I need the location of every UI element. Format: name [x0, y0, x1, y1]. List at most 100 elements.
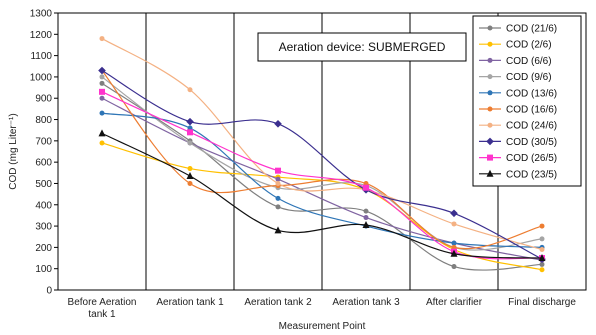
y-tick-label: 400 [35, 200, 52, 211]
data-point [539, 223, 545, 229]
y-tick-label: 1200 [30, 30, 53, 41]
data-point [275, 167, 281, 174]
series-line [101, 82, 543, 271]
legend-label: COD (21/6) [506, 24, 557, 35]
x-tick-label: Aeration tank 1 [156, 297, 224, 308]
series [99, 36, 545, 253]
data-point [539, 236, 545, 242]
series-line [101, 132, 543, 259]
data-point [487, 25, 493, 31]
data-point [487, 90, 493, 96]
x-tick-label: Final discharge [508, 297, 576, 308]
y-tick-label: 900 [35, 94, 52, 105]
data-point [451, 240, 457, 246]
series [98, 129, 546, 262]
data-point [487, 154, 493, 161]
data-point [186, 172, 194, 180]
data-point [450, 209, 458, 218]
data-point [486, 169, 494, 177]
data-point [363, 208, 369, 214]
data-point [538, 254, 546, 262]
y-tick-label: 100 [35, 264, 52, 275]
data-point [486, 137, 494, 146]
data-point [275, 180, 281, 186]
data-point [274, 120, 282, 128]
legend-label: COD (16/6) [506, 105, 557, 116]
y-tick-label: 1300 [30, 9, 53, 20]
y-tick-label: 1100 [30, 51, 52, 62]
x-axis-title: Measurement Point [279, 321, 366, 332]
series-line [101, 91, 543, 260]
annotation-text: Aeration device: SUBMERGED [279, 40, 446, 54]
series-line [101, 38, 543, 251]
legend-entry: COD (9/6) [479, 72, 552, 83]
data-point [187, 140, 193, 146]
data-point [487, 122, 493, 128]
data-point [99, 36, 105, 42]
legend-entry: COD (6/6) [479, 56, 552, 67]
data-point [186, 117, 194, 126]
legend-entry: COD (24/6) [479, 121, 557, 132]
data-point [98, 129, 106, 137]
data-point [451, 221, 457, 227]
y-tick-label: 600 [35, 158, 52, 169]
data-point [487, 106, 493, 112]
data-point [99, 110, 105, 116]
data-point [98, 66, 106, 75]
data-point [487, 57, 493, 63]
legend-label: COD (9/6) [506, 72, 552, 83]
legend-label: COD (23/5) [506, 169, 557, 180]
legend-label: COD (24/6) [506, 121, 557, 132]
series [99, 68, 545, 250]
legend-entry: COD (21/6) [479, 24, 557, 35]
legend-entry: COD (2/6) [479, 40, 552, 51]
data-point [363, 184, 369, 191]
y-axis-ticks: 0 100 200 300 400 500 600 700 800 900 1000 1100 1200… [30, 9, 58, 297]
data-point [450, 249, 458, 257]
data-point [187, 125, 193, 131]
data-point [451, 244, 457, 250]
y-tick-label: 1000 [30, 72, 53, 83]
series-layer [98, 36, 546, 273]
y-axis-title: COD (mg Liter⁻¹) [8, 113, 19, 189]
data-point [363, 180, 369, 186]
data-point [487, 41, 493, 47]
y-tick-label: 300 [35, 222, 52, 233]
legend-label: COD (30/5) [506, 137, 557, 148]
data-point [363, 215, 369, 221]
legend-label: COD (26/5) [506, 153, 557, 164]
data-point [99, 80, 105, 86]
annotation-box: Aeration device: SUBMERGED [257, 32, 467, 62]
series-line [101, 70, 543, 260]
data-point [99, 140, 105, 146]
legend-entry: COD (30/5) [479, 137, 557, 148]
y-tick-label: 800 [35, 115, 52, 126]
data-point [362, 221, 370, 229]
data-point [187, 166, 193, 172]
data-point [487, 74, 493, 80]
data-point [539, 261, 545, 267]
data-point [99, 74, 105, 80]
legend: COD (21/6) COD (2/6) COD (6/6) COD (9/6) COD… [472, 15, 582, 187]
data-point [187, 129, 193, 136]
series-line [101, 70, 543, 250]
legend-entry: COD (13/6) [479, 88, 557, 99]
legend-label: COD (2/6) [506, 40, 552, 51]
x-tick-label: Before Aeration tank 1 [68, 297, 137, 320]
series [98, 66, 546, 263]
legend-label: COD (6/6) [506, 56, 552, 67]
x-tick-label: Aeration tank 2 [244, 297, 312, 308]
series-line [101, 97, 543, 261]
data-point [99, 88, 105, 95]
data-point [99, 95, 105, 101]
y-tick-label: 500 [35, 179, 52, 190]
y-tick-label: 700 [35, 136, 52, 147]
legend-entry: COD (16/6) [479, 105, 557, 116]
y-tick-label: 0 [46, 286, 52, 297]
legend-entry: COD (23/5) [479, 169, 557, 180]
legend-entry: COD (26/5) [479, 153, 557, 164]
data-point [451, 264, 457, 270]
data-point [187, 87, 193, 93]
data-point [539, 267, 545, 273]
